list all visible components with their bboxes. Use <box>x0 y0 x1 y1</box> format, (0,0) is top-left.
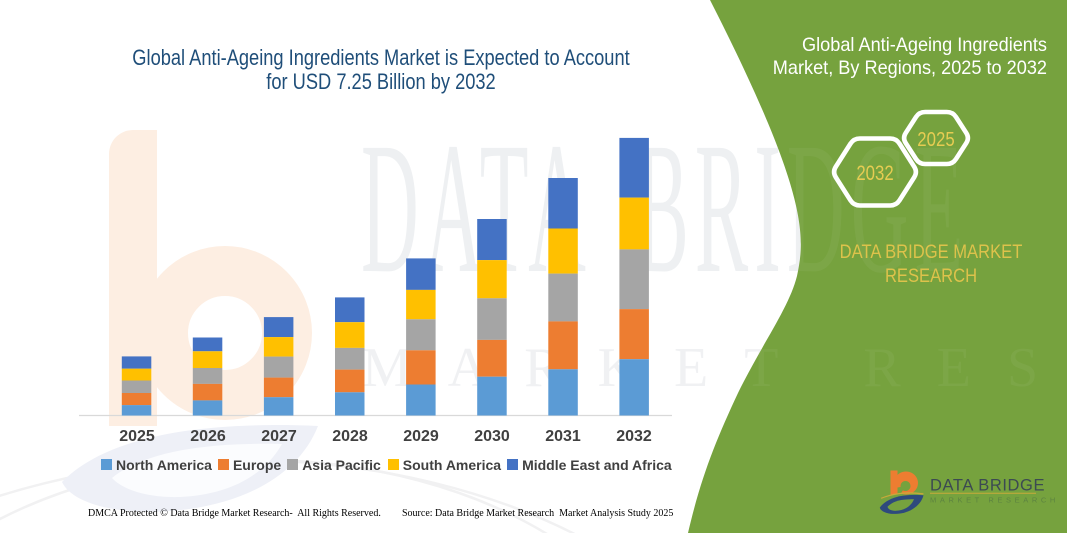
svg-text:MARKET RESEARCH: MARKET RESEARCH <box>362 337 1067 399</box>
svg-text:MARKET RESEARCH: MARKET RESEARCH <box>930 496 1059 505</box>
svg-text:DATA BRIDGE: DATA BRIDGE <box>930 477 1045 495</box>
